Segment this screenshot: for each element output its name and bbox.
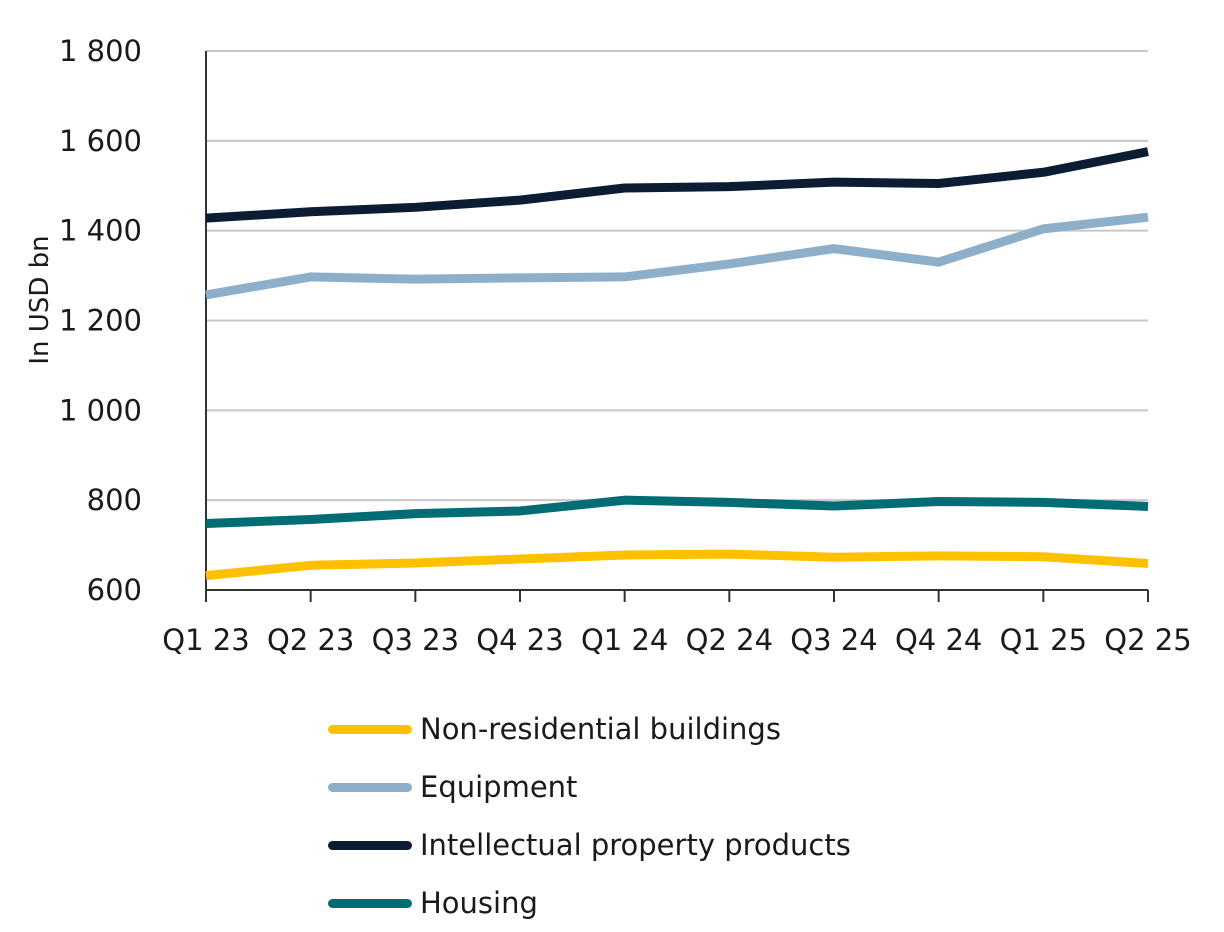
x-tick-label: Q2 24 bbox=[686, 623, 773, 657]
x-tick-label: Q2 23 bbox=[267, 623, 354, 657]
x-tick-label: Q1 24 bbox=[581, 623, 668, 657]
line-chart: 600 800 1 000 1 200 1 400 1 600 1 800 Q1 23 Q2 … bbox=[25, 34, 1192, 657]
legend-item: Intellectual property products bbox=[328, 816, 851, 874]
legend-label: Intellectual property products bbox=[420, 828, 851, 862]
series-lines bbox=[205, 147, 1149, 581]
x-tick-label: Q4 24 bbox=[895, 623, 982, 657]
legend-item: Housing bbox=[328, 874, 851, 932]
legend-swatch bbox=[328, 782, 412, 792]
series-line-intellectual-property-products bbox=[205, 147, 1149, 223]
y-tick-label: 600 bbox=[87, 573, 142, 607]
y-tick-label: 800 bbox=[87, 483, 142, 517]
axes bbox=[205, 51, 1148, 591]
legend: Non-residential buildings Equipment Intell… bbox=[328, 700, 851, 932]
x-tick-label: Q3 24 bbox=[790, 623, 877, 657]
x-tick-label: Q3 23 bbox=[372, 623, 459, 657]
legend-swatch bbox=[328, 840, 412, 850]
y-tick-label: 1 000 bbox=[59, 393, 142, 427]
x-tick-label: Q1 25 bbox=[1000, 623, 1087, 657]
y-tick-label: 1 800 bbox=[59, 34, 142, 68]
y-tick-labels: 600 800 1 000 1 200 1 400 1 600 1 800 bbox=[59, 34, 142, 607]
y-tick-label: 1 600 bbox=[59, 124, 142, 158]
series-line-equipment bbox=[205, 212, 1149, 300]
x-tick-labels: Q1 23 Q2 23 Q3 23 Q4 23 Q1 24 Q2 24 Q3 24 Q4 24… bbox=[162, 590, 1192, 657]
y-axis-label: In USD bn bbox=[25, 235, 55, 364]
series-line-non-residential-buildings bbox=[205, 549, 1149, 581]
y-tick-label: 1 200 bbox=[59, 304, 142, 338]
legend-item: Non-residential buildings bbox=[328, 700, 851, 758]
x-tick-label: Q2 25 bbox=[1104, 623, 1191, 657]
legend-swatch bbox=[328, 724, 412, 734]
x-tick-label: Q1 23 bbox=[162, 623, 249, 657]
legend-swatch bbox=[328, 898, 412, 908]
series-line-housing bbox=[205, 495, 1149, 529]
y-tick-label: 1 400 bbox=[59, 214, 142, 248]
legend-label: Equipment bbox=[420, 770, 578, 804]
legend-label: Non-residential buildings bbox=[420, 712, 781, 746]
legend-item: Equipment bbox=[328, 758, 851, 816]
legend-label: Housing bbox=[420, 886, 538, 920]
x-tick-label: Q4 23 bbox=[476, 623, 563, 657]
